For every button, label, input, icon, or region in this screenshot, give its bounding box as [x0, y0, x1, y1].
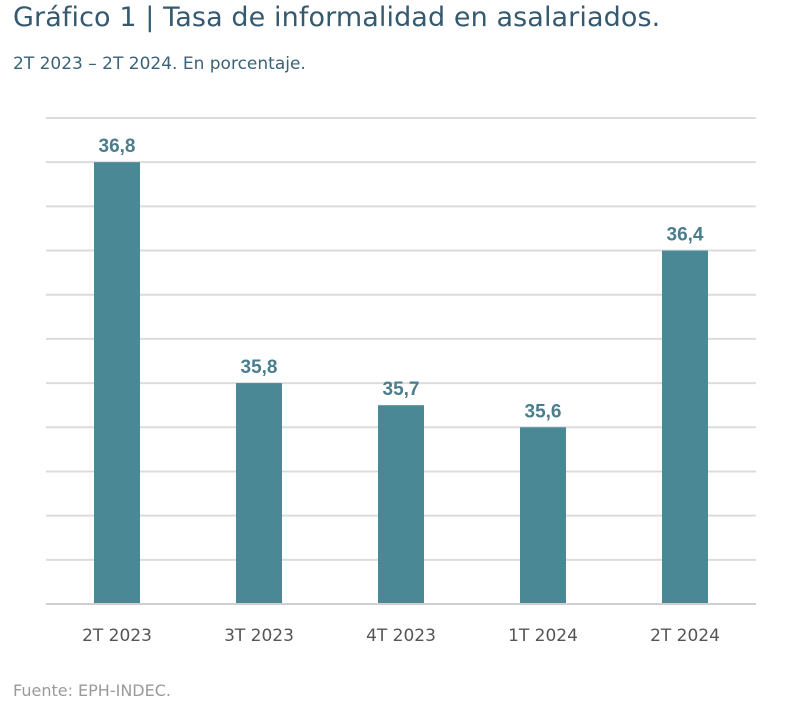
data-label: 36,4 — [667, 225, 704, 246]
x-tick-label: 2T 2024 — [650, 626, 720, 646]
x-tick-label: 3T 2023 — [224, 626, 294, 646]
data-label: 35,8 — [241, 357, 278, 378]
chart-title: Gráfico 1 | Tasa de informalidad en asal… — [13, 2, 661, 33]
x-tick-label: 1T 2024 — [508, 626, 578, 646]
bar-3t-2023 — [236, 383, 282, 603]
data-label: 35,6 — [525, 401, 562, 422]
bar-1t-2024 — [520, 427, 566, 603]
data-label: 36,8 — [99, 136, 136, 157]
data-labels: 36,8 35,8 35,7 35,6 36,4 — [99, 136, 704, 422]
bar-2t-2023 — [94, 162, 140, 603]
gridlines — [46, 117, 756, 605]
x-tick-label: 2T 2023 — [82, 626, 152, 646]
source-note: Fuente: EPH-INDEC. — [13, 681, 171, 700]
bar-2t-2024 — [662, 250, 708, 603]
bar-4t-2023 — [378, 405, 424, 603]
x-tick-label: 4T 2023 — [366, 626, 436, 646]
bars — [94, 162, 708, 603]
x-axis: 2T 2023 3T 2023 4T 2023 1T 2024 2T 2024 — [82, 626, 720, 646]
data-label: 35,7 — [383, 379, 420, 400]
chart-subtitle: 2T 2023 – 2T 2024. En porcentaje. — [13, 54, 306, 74]
